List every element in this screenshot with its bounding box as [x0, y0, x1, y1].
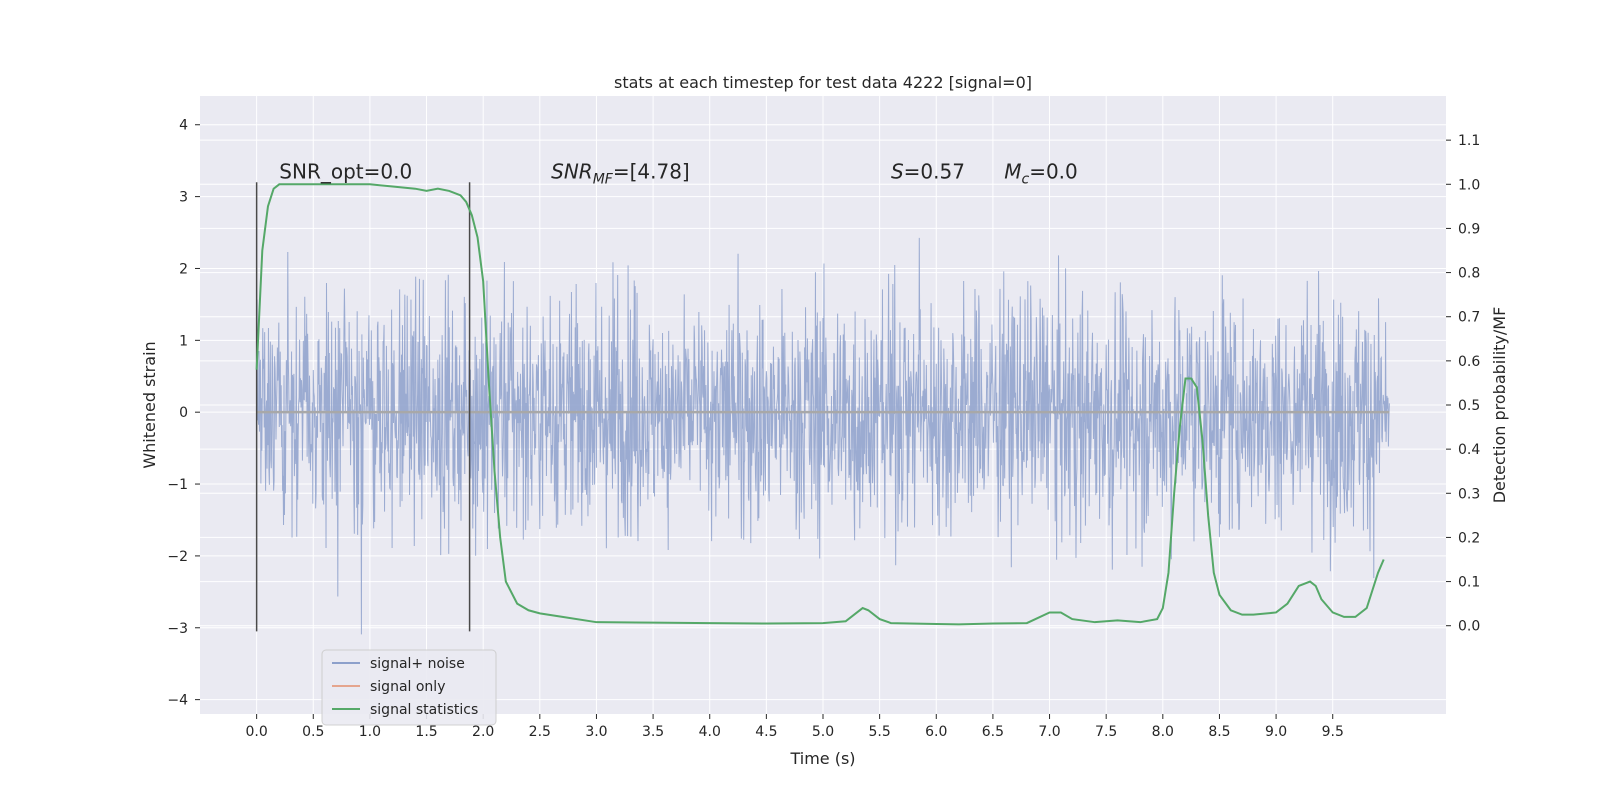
- y-right-tick-label: 0.8: [1458, 266, 1480, 282]
- y-right-tick-label: 0.3: [1458, 486, 1480, 502]
- y-tick-label: −3: [167, 621, 188, 637]
- y-axis-label: Whitened strain: [140, 341, 159, 468]
- annotations: SNR_opt=0.0 SNRMF=[4.78] S=0.57 Mc=0.0: [279, 160, 1077, 188]
- x-tick-label: 9.0: [1265, 724, 1287, 740]
- y-tick-label: −4: [167, 693, 188, 709]
- x-tick-label: 1.0: [359, 724, 381, 740]
- y-tick-label: −2: [167, 549, 188, 565]
- x-tick-label: 7.0: [1038, 724, 1060, 740]
- y-right-tick-label: 1.0: [1458, 177, 1480, 193]
- x-tick-label: 4.0: [699, 724, 721, 740]
- x-axis-ticks: 0.0 0.5 1.0 1.5 2.0 2.5 3.0 3.5 4.0 4.5 5.0 5.5 6.0 6…: [246, 714, 1344, 740]
- statistics-line: [255, 183, 1385, 626]
- x-tick-label: 6.5: [982, 724, 1004, 740]
- y-right-tick-label: 0.5: [1458, 398, 1480, 414]
- x-tick-label: 5.0: [812, 724, 834, 740]
- y-tick-label: 2: [179, 261, 188, 277]
- y-right-tick-label: 0.9: [1458, 221, 1480, 237]
- chart-title: stats at each timestep for test data 422…: [614, 73, 1032, 92]
- legend-box: [321, 649, 497, 726]
- x-tick-label: 8.5: [1208, 724, 1230, 740]
- x-tick-label: 3.5: [642, 724, 664, 740]
- x-tick-label: 8.0: [1152, 724, 1174, 740]
- y-tick-label: 1: [179, 333, 188, 349]
- y-right-tick-label: 0.2: [1458, 530, 1480, 546]
- annotation-2: S=0.57: [891, 160, 965, 184]
- x-tick-label: 1.5: [415, 724, 437, 740]
- x-tick-label: 2.5: [529, 724, 551, 740]
- x-tick-label: 2.0: [472, 724, 494, 740]
- signal-statistics-series: [255, 183, 1385, 626]
- x-tick-label: 0.0: [246, 724, 268, 740]
- y-tick-label: 3: [179, 190, 188, 206]
- x-tick-label: 0.5: [302, 724, 324, 740]
- annotation-1: SNRMF=[4.78]: [551, 160, 690, 188]
- y-right-axis-ticks: 0.0 0.1 0.2 0.3 0.4 0.5 0.6 0.7 0.8 0.9 1.0 1.1: [1446, 133, 1480, 635]
- legend-label-noise: signal+ noise: [370, 656, 465, 672]
- y-tick-label: 0: [179, 405, 188, 421]
- annotation-3: Mc=0.0: [1004, 160, 1078, 188]
- y-right-tick-label: 0.4: [1458, 442, 1480, 458]
- y-right-tick-label: 0.7: [1458, 310, 1480, 326]
- y-right-tick-label: 0.1: [1458, 575, 1480, 591]
- y-right-tick-label: 0.0: [1458, 619, 1480, 635]
- legend: signal+ noise signal only signal statist…: [321, 649, 497, 726]
- x-axis-label: Time (s): [789, 749, 855, 768]
- y-right-axis-label: Detection probability/MF: [1490, 307, 1509, 504]
- x-tick-label: 3.0: [585, 724, 607, 740]
- x-tick-label: 6.0: [925, 724, 947, 740]
- legend-label-statistics: signal statistics: [370, 702, 478, 718]
- y-right-tick-label: 1.1: [1458, 133, 1480, 149]
- y-tick-label: 4: [179, 118, 188, 134]
- x-tick-label: 7.5: [1095, 724, 1117, 740]
- y-right-tick-label: 0.6: [1458, 354, 1480, 370]
- x-tick-label: 5.5: [869, 724, 891, 740]
- y-tick-label: −1: [167, 477, 188, 493]
- x-tick-label: 9.5: [1322, 724, 1344, 740]
- annotation-0: SNR_opt=0.0: [279, 160, 412, 184]
- y-axis-ticks: −4 −3 −2 −1 0 1 2 3 4: [167, 118, 200, 709]
- marker-lines: [255, 182, 471, 632]
- legend-label-signal-only: signal only: [370, 679, 445, 695]
- x-tick-label: 4.5: [755, 724, 777, 740]
